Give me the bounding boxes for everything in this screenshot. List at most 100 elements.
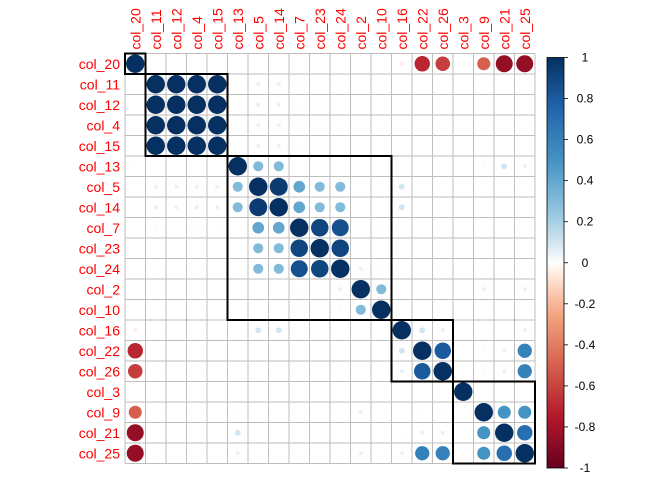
corr-circle-col_2-col_9 (481, 287, 486, 292)
col-label-col_26: col_26 (435, 8, 451, 49)
corr-circle-col_10-col_10 (372, 300, 391, 319)
corr-circle-col_7-col_12 (174, 226, 178, 230)
corr-circle-col_15-col_11 (146, 136, 165, 155)
corr-circle-col_24-col_10 (379, 267, 383, 271)
corr-circle-col_20-col_9 (477, 57, 491, 71)
corr-circle-col_26-col_25 (517, 364, 532, 379)
corr-circle-col_22-col_26 (434, 342, 452, 360)
corr-circle-col_9-col_9 (474, 403, 493, 422)
corr-circle-col_16-col_22 (419, 327, 426, 334)
row-label-col_5: col_5 (87, 179, 121, 195)
corr-circle-col_13-col_13 (228, 157, 247, 176)
row-label-col_26: col_26 (79, 363, 120, 379)
corr-circle-col_5-col_7 (293, 180, 306, 193)
corr-circle-col_2-col_10 (376, 284, 387, 295)
corr-circle-col_4-col_14 (276, 123, 281, 128)
corr-circle-col_13-col_21 (501, 163, 508, 170)
corr-circle-col_14-col_15 (215, 205, 220, 210)
corr-circle-col_4-col_12 (167, 116, 186, 135)
corr-circle-col_15-col_12 (167, 136, 186, 155)
corr-circle-col_5-col_5 (249, 177, 268, 196)
corr-circle-col_7-col_15 (215, 226, 219, 230)
corr-circle-col_14-col_4 (194, 205, 199, 210)
cluster-rect-2 (144, 73, 229, 157)
row-label-col_15: col_15 (79, 138, 120, 154)
colorbar-tick-label: 0.4 (577, 174, 594, 188)
corr-circle-col_20-col_20 (126, 54, 145, 73)
corr-circle-col_12-col_7 (297, 103, 301, 107)
corr-circle-col_4-col_7 (297, 123, 301, 127)
colorbar-tick-label: 1 (582, 51, 589, 65)
corr-circle-col_22-col_21 (502, 348, 507, 353)
corr-circle-col_26-col_22 (413, 362, 431, 380)
corr-circle-col_9-col_13 (236, 410, 240, 414)
corr-circle-col_21-col_16 (400, 431, 404, 435)
row-label-col_13: col_13 (79, 158, 120, 174)
cluster-rect-4 (390, 319, 454, 383)
corr-circle-col_22-col_20 (127, 343, 143, 359)
corr-circle-col_20-col_16 (399, 61, 404, 66)
col-label-col_12: col_12 (168, 8, 184, 49)
corr-circle-col_25-col_13 (235, 451, 240, 456)
colorbar-tick-label: -0.6 (575, 379, 596, 393)
colorbar-tick-label: -1 (580, 461, 591, 475)
corr-circle-col_11-col_15 (208, 75, 227, 94)
corr-circle-col_12-col_4 (187, 95, 206, 114)
row-label-col_3: col_3 (87, 384, 121, 400)
colorbar-tick-label: 0.2 (577, 215, 594, 229)
corr-circle-col_13-col_5 (253, 161, 264, 172)
corr-circle-col_5-col_16 (398, 183, 405, 190)
corr-circle-col_26-col_21 (502, 369, 507, 374)
row-label-col_16: col_16 (79, 322, 120, 338)
row-label-col_22: col_22 (79, 343, 120, 359)
correlation-circles (126, 54, 534, 463)
corr-circle-col_12-col_5 (256, 102, 261, 107)
col-label-col_21: col_21 (496, 8, 512, 49)
col-label-col_7: col_7 (291, 16, 307, 50)
corr-circle-col_20-col_13 (236, 62, 240, 66)
corr-circle-col_14-col_23 (314, 202, 325, 213)
cluster-rectangles (124, 52, 536, 465)
row-label-col_7: col_7 (87, 220, 121, 236)
corr-circle-col_15-col_15 (208, 136, 227, 155)
corr-circle-col_12-col_15 (208, 95, 227, 114)
corr-circle-col_23-col_5 (253, 243, 264, 254)
corr-circle-col_24-col_14 (273, 263, 284, 274)
corr-circle-col_10-col_24 (338, 308, 342, 312)
corr-circle-col_2-col_2 (351, 280, 370, 299)
col-label-col_15: col_15 (209, 8, 225, 49)
row-label-col_21: col_21 (79, 425, 120, 441)
col-label-col_14: col_14 (271, 8, 287, 49)
row-label-col_20: col_20 (79, 56, 120, 72)
colorbar: 1 0.8 0.6 0.4 0.2 0 -0.2 -0.4 -0.6 -0.8 -1 (546, 51, 596, 475)
corr-circle-col_5-col_11 (153, 184, 158, 189)
colorbar-gradient (546, 57, 565, 469)
colorbar-tick-label: 0 (582, 256, 589, 270)
corr-circle-col_15-col_14 (276, 143, 281, 148)
corr-circle-col_25-col_22 (415, 446, 430, 461)
row-labels: col_20 col_11 col_12 col_4 col_15 col_13 col_5… (79, 56, 120, 462)
corr-circle-col_25-col_20 (126, 444, 144, 462)
colorbar-tick-label: -0.4 (575, 338, 596, 352)
corr-circle-col_22-col_16 (398, 347, 405, 354)
corr-circle-col_21-col_25 (517, 425, 533, 441)
corr-circle-col_21-col_22 (420, 430, 425, 435)
col-label-col_3: col_3 (455, 16, 471, 50)
cluster-rect-3 (226, 155, 393, 321)
row-label-col_4: col_4 (87, 117, 121, 133)
col-label-col_22: col_22 (414, 8, 430, 49)
corr-circle-col_7-col_24 (331, 219, 349, 237)
corr-circle-col_10-col_7 (297, 308, 301, 312)
corr-circle-col_12-col_11 (146, 95, 165, 114)
corr-circle-col_23-col_14 (273, 243, 284, 254)
corr-circle-col_14-col_5 (249, 198, 268, 217)
corr-circle-col_5-col_15 (215, 184, 220, 189)
col-label-col_16: col_16 (394, 8, 410, 49)
corr-circle-col_2-col_25 (522, 287, 527, 292)
corr-circle-col_16-col_26 (440, 328, 445, 333)
corr-circle-col_24-col_23 (310, 259, 329, 278)
col-label-col_25: col_25 (517, 8, 533, 49)
colorbar-tick-label: -0.2 (575, 297, 596, 311)
corr-circle-col_10-col_23 (318, 308, 322, 312)
